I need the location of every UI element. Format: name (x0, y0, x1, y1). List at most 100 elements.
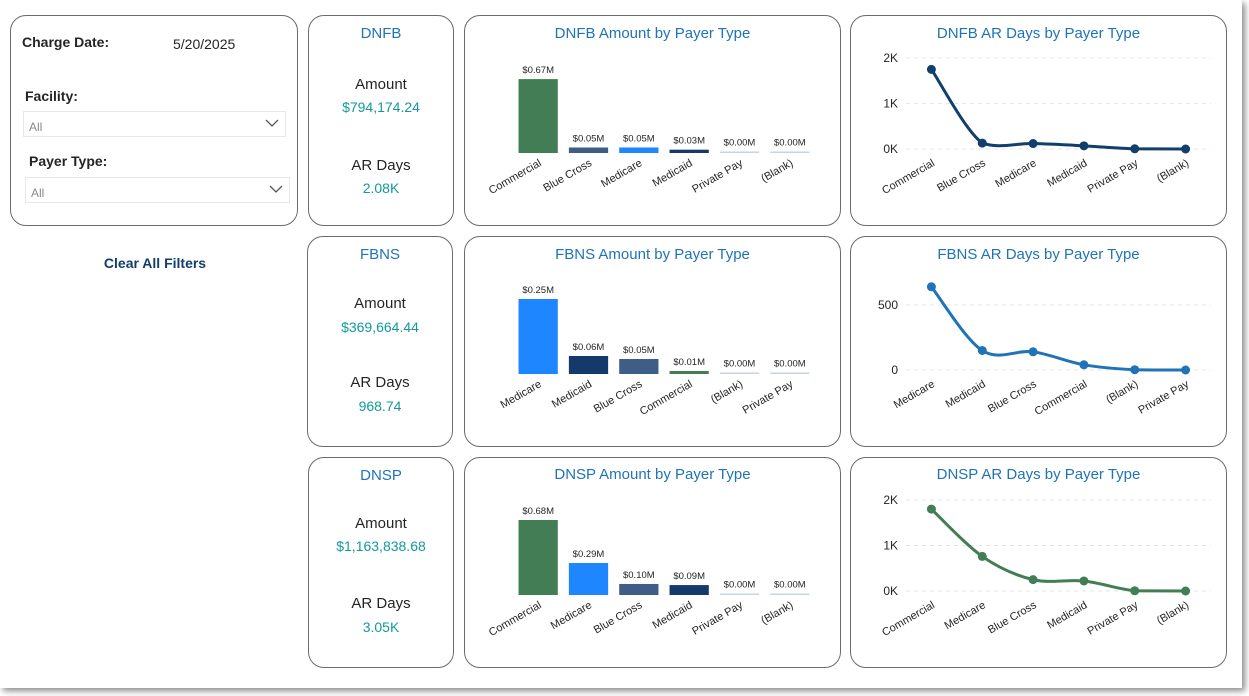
chart-card-dnsp-ar-days: DNSP AR Days by Payer Type 0K 1K 2K Commerc… (850, 457, 1227, 668)
payer-type-label: Payer Type: (29, 153, 108, 169)
bar-medicaid[interactable] (669, 149, 709, 153)
data-label: $0.03M (673, 136, 705, 147)
data-label: $0.29M (573, 549, 605, 560)
data-label: $0.00M (774, 580, 806, 591)
x-tick-label: Commercial (880, 157, 937, 197)
series-line (930, 508, 1186, 593)
kpi-card-dnfb: DNFB Amount $794,174.24 AR Days 2.08K (308, 15, 454, 226)
x-tick-label: Private Pay (690, 157, 745, 196)
chevron-down-icon (269, 185, 283, 193)
x-tick-label: Commercial (487, 157, 544, 197)
y-tick-label: 2K (883, 493, 898, 507)
point-private-pay[interactable] (1130, 586, 1140, 596)
y-tick-label: 0K (883, 142, 898, 156)
bar-commercial[interactable] (518, 520, 558, 595)
kpi-amount-value: $1,163,838.68 (336, 538, 426, 554)
point-medicaid[interactable] (1079, 576, 1089, 586)
point-blue-cross[interactable] (1028, 347, 1038, 357)
point-blank[interactable] (1181, 144, 1191, 154)
point-blue-cross[interactable] (1028, 575, 1038, 585)
data-label: $0.00M (724, 580, 756, 591)
payer-type-dropdown-value: All (31, 186, 45, 200)
x-tick-label: Medicaid (651, 157, 695, 189)
data-label: $0.67M (522, 65, 554, 76)
series-line (930, 285, 1186, 372)
x-tick-label: Blue Cross (592, 599, 645, 637)
payer-type-dropdown[interactable]: All (25, 177, 290, 203)
data-label: $0.05M (623, 345, 655, 356)
bar-blue-cross[interactable] (619, 359, 659, 374)
kpi-ar-days-label: AR Days (350, 374, 410, 391)
x-tick-label: Blue Cross (986, 599, 1039, 637)
data-label: $0.05M (573, 133, 605, 144)
kpi-ar-days-label: AR Days (351, 595, 411, 612)
bar-blue-cross[interactable] (619, 583, 659, 595)
dnfb-amount-bar-chart: $0.67M Commercial $0.05M Blue Cross $0.05M Me… (487, 65, 810, 197)
point-commercial[interactable] (1079, 360, 1089, 370)
x-tick-label: (Blank) (759, 599, 795, 627)
x-tick-label: Medicaid (651, 599, 695, 631)
chevron-down-icon (265, 119, 279, 127)
kpi-amount-value: $794,174.24 (342, 99, 420, 115)
x-tick-label: (Blank) (1155, 157, 1191, 185)
kpi-ar-days-label: AR Days (351, 157, 411, 174)
x-tick-label: Private Pay (1136, 378, 1191, 417)
y-tick-label: 500 (878, 298, 898, 312)
x-tick-label: Blue Cross (986, 378, 1039, 416)
bar-blank[interactable] (770, 593, 810, 596)
x-tick-label: Medicare (993, 157, 1038, 190)
bar-medicaid[interactable] (568, 356, 609, 374)
x-tick-label: Medicaid (1045, 157, 1089, 189)
charge-date-value[interactable]: 5/20/2025 (173, 36, 236, 52)
bar-blue-cross[interactable] (568, 147, 609, 153)
point-medicaid[interactable] (1079, 141, 1089, 151)
x-tick-label: Blue Cross (935, 157, 988, 195)
kpi-title: DNFB (360, 25, 402, 42)
facility-label: Facility: (25, 88, 78, 104)
bar-commercial[interactable] (669, 371, 709, 374)
chart-title: DNSP Amount by Payer Type (554, 466, 751, 483)
chart-card-dnsp-amount: DNSP Amount by Payer Type $0.68M Commerci… (464, 457, 841, 668)
bar-medicaid[interactable] (669, 585, 709, 595)
chart-title: DNFB AR Days by Payer Type (936, 25, 1141, 42)
bar-commercial[interactable] (518, 79, 558, 153)
y-tick-label: 0 (891, 363, 898, 377)
data-label: $0.09M (673, 571, 705, 582)
point-commercial[interactable] (926, 64, 936, 74)
point-commercial[interactable] (926, 504, 936, 514)
dnsp-amount-bar-chart: $0.68M Commercial $0.29M Medicare $0.10M Blue… (487, 506, 810, 639)
kpi-title: DNSP (360, 467, 402, 484)
x-tick-label: Medicaid (550, 378, 594, 410)
x-tick-label: (Blank) (709, 378, 745, 406)
bar-medicare[interactable] (619, 147, 659, 153)
point-blank[interactable] (1130, 365, 1140, 375)
point-medicare[interactable] (926, 282, 936, 292)
facility-dropdown-value: All (29, 120, 43, 134)
point-private-pay[interactable] (1130, 144, 1140, 154)
data-label: $0.06M (573, 342, 605, 353)
bar-blank[interactable] (770, 151, 810, 154)
filter-panel: Charge Date: 5/20/2025 Facility: All Pay… (10, 15, 298, 226)
bar-blank[interactable] (719, 372, 760, 375)
bar-private-pay[interactable] (719, 151, 760, 154)
kpi-ar-days-value: 3.05K (362, 619, 400, 635)
bar-medicare[interactable] (518, 299, 558, 374)
clear-all-filters-button[interactable]: Clear All Filters (103, 255, 207, 271)
x-tick-label: Commercial (638, 378, 695, 418)
point-blank[interactable] (1181, 586, 1191, 596)
point-medicare[interactable] (977, 551, 987, 561)
bar-medicare[interactable] (568, 563, 609, 595)
chart-title: DNFB Amount by Payer Type (554, 25, 751, 42)
kpi-amount-label: Amount (355, 76, 407, 93)
point-private-pay[interactable] (1181, 365, 1191, 375)
point-medicaid[interactable] (977, 346, 987, 355)
data-label: $0.25M (522, 285, 554, 296)
bar-private-pay[interactable] (770, 372, 810, 375)
point-blue-cross[interactable] (977, 138, 987, 148)
facility-dropdown[interactable]: All (23, 111, 286, 137)
point-medicare[interactable] (1028, 139, 1038, 149)
bar-private-pay[interactable] (719, 593, 760, 596)
data-label: $0.00M (774, 359, 806, 370)
